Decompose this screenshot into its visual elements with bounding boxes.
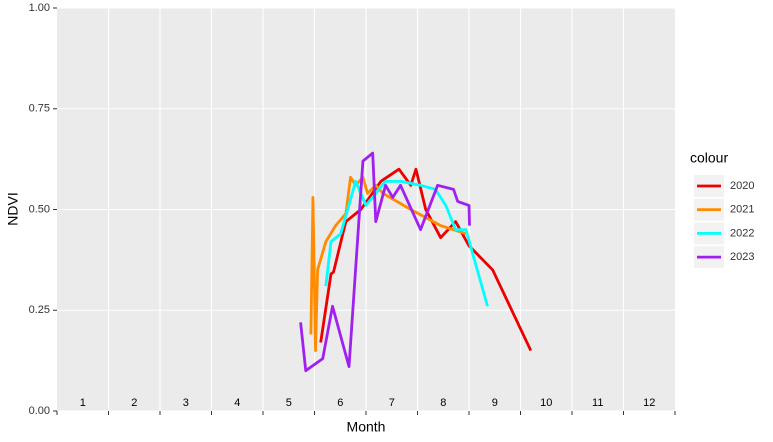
legend-label: 2020	[730, 180, 754, 192]
legend-label: 2021	[730, 204, 754, 216]
legend-label: 2023	[730, 251, 754, 263]
month-label: 11	[592, 397, 603, 409]
series-line	[309, 175, 467, 352]
y-axis-title: NDVI	[5, 192, 21, 225]
legend-title: colour	[690, 150, 728, 166]
y-tick-label: 0.25	[29, 304, 50, 316]
month-label: 7	[389, 397, 395, 409]
series-line	[299, 151, 471, 373]
y-tick-label: 0.00	[29, 405, 50, 417]
month-label: 12	[643, 397, 655, 409]
month-label: 5	[286, 397, 292, 409]
series-line	[324, 179, 489, 307]
month-label: 3	[183, 397, 189, 409]
legend-label: 2022	[730, 227, 754, 239]
month-label: 10	[540, 397, 552, 409]
month-label: 2	[131, 397, 137, 409]
y-tick-label: 0.75	[29, 103, 50, 115]
x-axis-title: Month	[347, 419, 386, 435]
month-label: 9	[492, 397, 498, 409]
y-tick-label: 0.50	[29, 203, 50, 215]
month-label: 6	[337, 397, 343, 409]
y-tick-label: 1.00	[29, 2, 50, 14]
month-label: 1	[80, 397, 86, 409]
month-label: 4	[234, 397, 240, 409]
month-label: 8	[440, 397, 446, 409]
